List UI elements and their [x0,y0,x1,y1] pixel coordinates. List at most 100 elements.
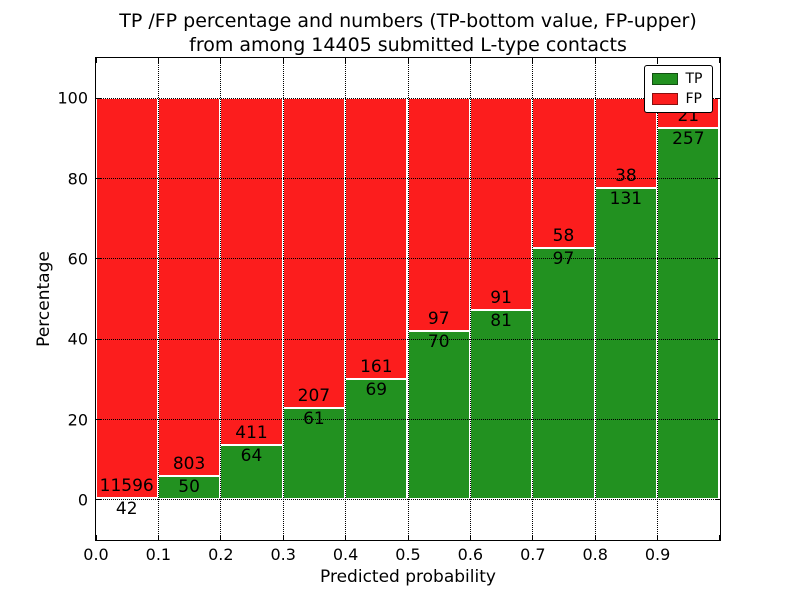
y-tick-left [95,338,101,340]
bar-fp-segment [345,97,408,379]
x-tick-top [345,57,347,63]
y-tick-right [714,178,720,179]
tp-count-label: 50 [178,476,200,497]
x-tick-top [594,57,596,63]
fp-legend-label: FP [685,90,703,107]
horizontal-gridline [95,178,720,179]
x-tick-bottom [345,534,347,540]
y-tick-right [714,499,720,501]
x-tick-label: 0.2 [208,545,234,564]
vertical-gridline [594,57,596,540]
x-tick-label: 0.1 [145,545,172,564]
chart-title-line1: TP /FP percentage and numbers (TP-bottom… [119,10,697,32]
x-tick-label: 0.3 [270,545,296,564]
y-tick-right [714,338,720,340]
fp-count-label: 91 [490,288,512,309]
x-tick-bottom [657,534,659,540]
x-tick-top [157,57,159,63]
y-tick-right [714,419,720,420]
bar-fp-segment [469,97,533,311]
vertical-gridline [157,57,159,540]
x-tick-label: 0.7 [520,545,546,564]
tp-count-label: 70 [427,331,450,352]
y-tick-left [95,97,101,99]
tp-count-label: 257 [672,129,705,149]
y-tick-left [95,499,101,501]
y-tick-left [95,419,101,420]
tp-count-label: 61 [303,408,325,429]
x-tick-top [718,57,720,63]
x-tick-top [282,57,284,63]
fp-count-label: 38 [615,165,637,186]
legend: TP FP [643,64,713,113]
bar-tp-segment [594,187,658,500]
bar-fp-segment [157,97,221,476]
bar-tp-segment [220,445,283,500]
y-tick-label: 80 [67,169,88,188]
x-tick-top [657,57,659,63]
x-tick-label: 0.9 [644,545,671,564]
fp-count-label: 97 [427,308,450,329]
vertical-gridline [469,57,471,540]
tp-count-label: 42 [115,498,138,519]
x-tick-top [95,57,97,63]
chart-title: TP /FP percentage and numbers (TP-bottom… [96,9,720,57]
bar-tp-segment [657,128,720,500]
tp-count-label: 69 [365,379,388,400]
chart-title-line2: from among 14405 submitted L-type contac… [189,34,627,56]
y-tick-label: 0 [77,490,88,510]
x-axis-label: Predicted probability [320,567,496,587]
x-tick-label: 0.4 [332,545,359,564]
horizontal-gridline [95,499,720,501]
y-tick-right [714,97,720,99]
tp-count-label: 64 [240,446,263,467]
y-tick-right [714,258,720,260]
fp-count-label: 11596 [99,475,154,496]
x-tick-bottom [220,534,222,540]
x-tick-bottom [95,534,97,540]
fp-count-label: 161 [360,356,393,377]
x-tick-label: 0.6 [457,545,484,564]
legend-item-tp: TP [651,70,703,87]
vertical-gridline [220,57,222,540]
y-tick-left [95,258,101,260]
y-tick-label: 100 [57,88,88,108]
fp-count-label: 207 [297,385,331,406]
tp-legend-label: TP [685,70,703,87]
x-tick-bottom [718,534,720,540]
fp-count-label: 411 [235,423,268,444]
x-tick-top [469,57,471,63]
fp-count-label: 58 [552,225,575,246]
x-tick-bottom [594,534,596,540]
x-tick-bottom [407,534,409,540]
y-tick-label: 60 [67,249,88,269]
x-tick-label: 0.5 [395,545,421,564]
vertical-gridline [345,57,347,540]
x-tick-top [532,57,534,63]
horizontal-gridline [95,338,720,340]
y-tick-label: 20 [67,410,88,429]
vertical-gridline [657,57,659,540]
tp-count-label: 97 [552,248,575,269]
horizontal-gridline [95,97,720,99]
vertical-gridline [532,57,534,540]
fp-legend-swatch [651,92,678,105]
plot-area: TP FP 42 11596 50 803 64 411 61 207 69 161 70 97 81 9… [94,56,721,541]
x-tick-bottom [282,534,284,540]
bar-tp-segment [407,330,470,500]
vertical-gridline [407,57,409,540]
x-tick-bottom [532,534,534,540]
bar-fp-segment [282,97,346,408]
tp-count-label: 131 [609,188,643,209]
legend-item-fp: FP [651,90,703,107]
horizontal-gridline [95,419,720,420]
y-tick-left [95,178,101,179]
bar-tp-segment [532,247,595,500]
x-tick-bottom [157,534,159,540]
x-tick-top [220,57,222,63]
bar-fp-segment [220,97,283,446]
bar-fp-segment [95,97,158,498]
x-tick-bottom [469,534,471,540]
x-tick-top [407,57,409,63]
